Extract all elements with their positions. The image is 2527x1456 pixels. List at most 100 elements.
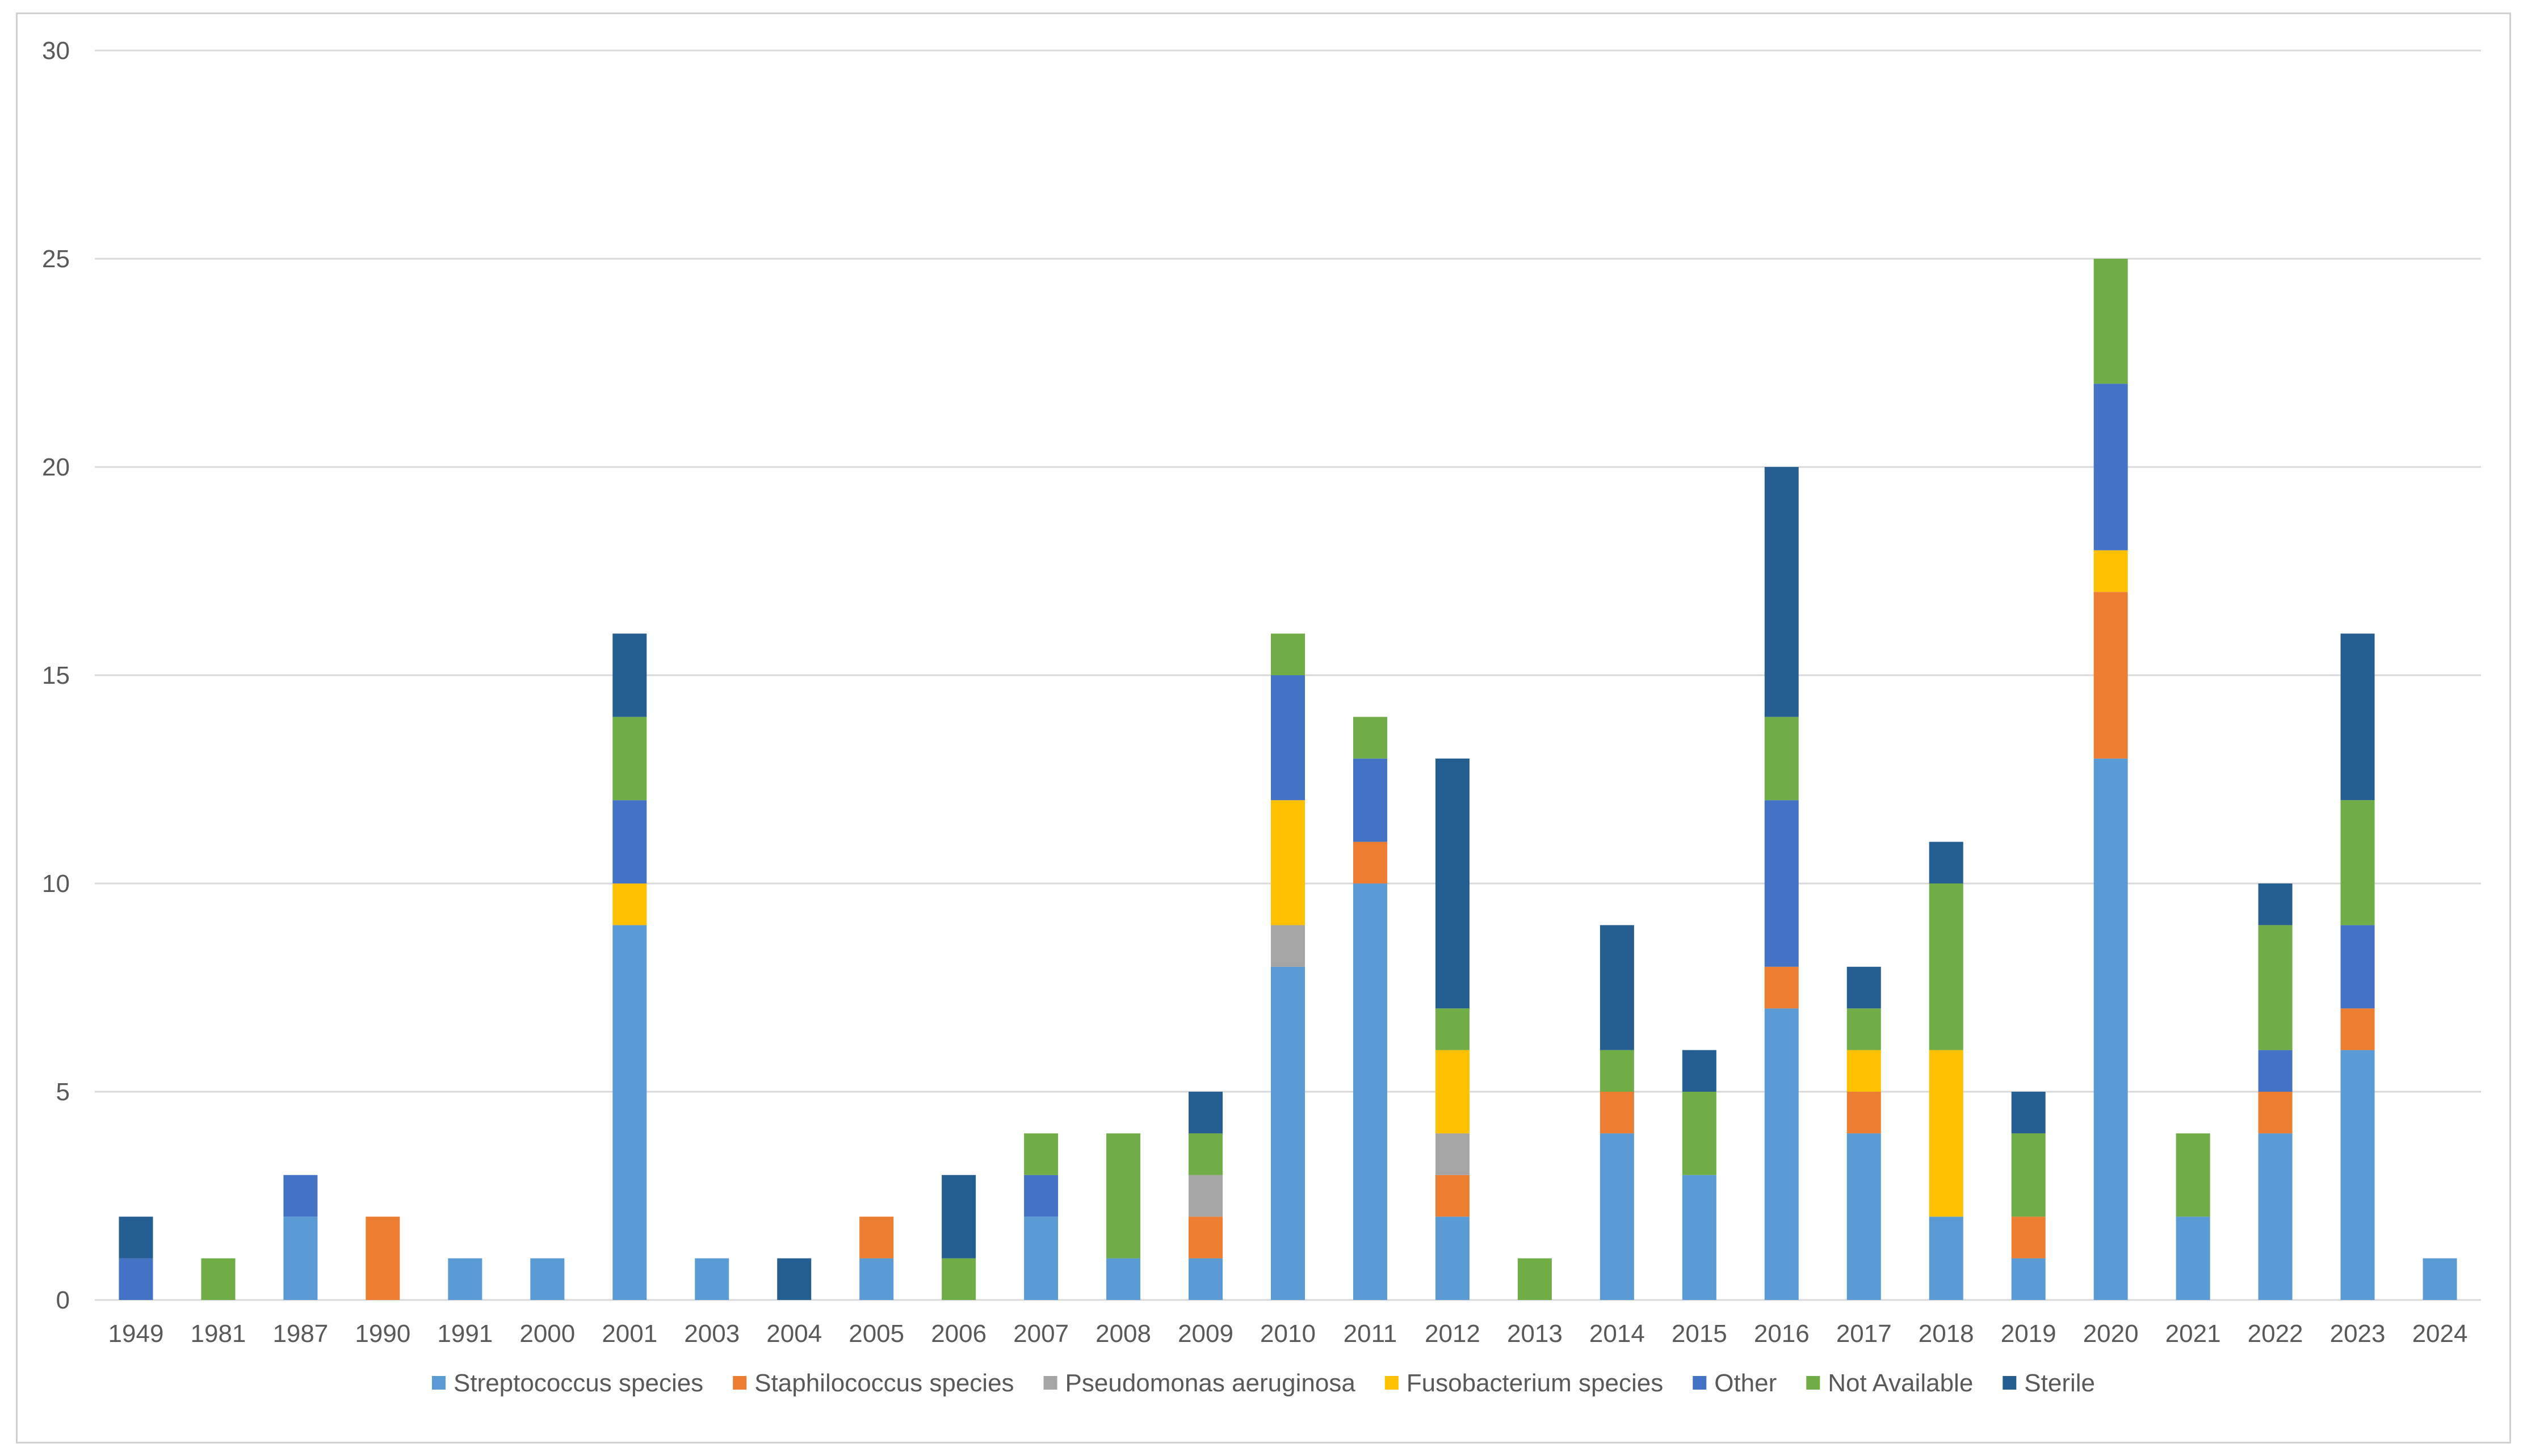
bar-segment xyxy=(1435,1175,1470,1217)
bar-segment xyxy=(1189,1217,1223,1259)
x-tick-label: 1949 xyxy=(108,1320,164,1348)
bar-segment xyxy=(1189,1175,1223,1217)
bar-segment xyxy=(612,800,647,883)
x-tick-label: 2009 xyxy=(1178,1320,1233,1348)
legend-label: Fusobacterium species xyxy=(1407,1369,1663,1397)
bar-segment xyxy=(530,1258,565,1300)
x-tick-label: 2004 xyxy=(766,1320,822,1348)
bar-segment xyxy=(1929,841,1963,883)
bar-segment xyxy=(1435,1008,1470,1050)
bars xyxy=(119,259,2457,1300)
bar-segment xyxy=(1600,925,1634,1050)
x-tick-label: 2001 xyxy=(602,1320,657,1348)
x-tick-label: 1991 xyxy=(437,1320,493,1348)
bar-segment xyxy=(1189,1258,1223,1300)
bar-segment xyxy=(1271,633,1305,675)
y-tick-label: 10 xyxy=(42,870,70,898)
bar-segment xyxy=(2258,925,2293,1050)
bar-segment xyxy=(2423,1258,2457,1300)
bar-segment xyxy=(2093,550,2128,592)
x-tick-label: 2010 xyxy=(1260,1320,1316,1348)
bar-segment xyxy=(2258,883,2293,925)
x-axis-ticks: 1949 1981 1987 1990 1991 2000 2001 2003 2004 2005… xyxy=(108,1320,2468,1348)
x-tick-label: 2018 xyxy=(1919,1320,1974,1348)
bar-segment xyxy=(777,1258,812,1300)
bar-segment xyxy=(1929,883,1963,1050)
legend-label: Pseudomonas aeruginosa xyxy=(1065,1369,1356,1397)
bar-segment xyxy=(1600,1133,1634,1300)
x-tick-label: 2000 xyxy=(519,1320,575,1348)
bar-segment xyxy=(1929,1050,1963,1217)
x-tick-label: 2005 xyxy=(849,1320,904,1348)
bar-segment xyxy=(2340,633,2375,801)
bar-segment xyxy=(1353,717,1387,759)
x-tick-label: 2007 xyxy=(1013,1320,1069,1348)
bar-segment xyxy=(1271,925,1305,967)
legend-swatch xyxy=(431,1376,446,1390)
x-tick-label: 2020 xyxy=(2083,1320,2139,1348)
chart-frame: 0 5 10 15 20 25 30 1949 1981 1987 1990 1991 2000 200… xyxy=(16,12,2511,1444)
bar-segment xyxy=(612,925,647,1300)
x-tick-label: 2003 xyxy=(684,1320,740,1348)
bar-segment xyxy=(1682,1050,1716,1092)
legend-label: Other xyxy=(1714,1369,1777,1397)
bar-segment xyxy=(1764,467,1799,717)
bar-segment xyxy=(1271,675,1305,801)
bar-segment xyxy=(1106,1258,1141,1300)
x-tick-label: 1981 xyxy=(191,1320,246,1348)
bar-segment xyxy=(2340,925,2375,1009)
y-axis-ticks: 0 5 10 15 20 25 30 xyxy=(42,37,70,1314)
bar-segment xyxy=(1764,966,1799,1009)
bar-segment xyxy=(1846,1133,1881,1300)
bar-segment xyxy=(1353,883,1387,1300)
bar-segment xyxy=(859,1258,894,1300)
bar-segment xyxy=(2176,1217,2210,1300)
bar-segment xyxy=(1846,966,1881,1009)
bar-segment xyxy=(1271,966,1305,1300)
bar-segment xyxy=(1517,1258,1552,1300)
bar-segment xyxy=(2176,1133,2210,1217)
bar-segment xyxy=(283,1175,318,1217)
legend-swatch xyxy=(1693,1376,1707,1390)
bar-segment xyxy=(1189,1092,1223,1134)
stacked-bar-chart: 0 5 10 15 20 25 30 1949 1981 1987 1990 1991 2000 200… xyxy=(42,37,2481,1397)
bar-segment xyxy=(1353,758,1387,842)
bar-segment xyxy=(1024,1133,1059,1175)
bar-segment xyxy=(2093,758,2128,1300)
bar-segment xyxy=(2258,1133,2293,1300)
bar-segment xyxy=(1189,1133,1223,1175)
x-tick-label: 2021 xyxy=(2165,1320,2221,1348)
x-tick-label: 1987 xyxy=(272,1320,328,1348)
bar-segment xyxy=(2093,592,2128,759)
bar-segment xyxy=(2011,1217,2046,1259)
bar-segment xyxy=(612,633,647,717)
y-tick-label: 20 xyxy=(42,453,70,481)
x-tick-label: 1990 xyxy=(355,1320,410,1348)
x-tick-label: 2019 xyxy=(2001,1320,2056,1348)
y-tick-label: 0 xyxy=(56,1286,70,1314)
x-tick-label: 2016 xyxy=(1754,1320,1810,1348)
bar-segment xyxy=(1764,717,1799,801)
bar-segment xyxy=(1435,758,1470,1009)
legend-label: Sterile xyxy=(2024,1369,2095,1397)
x-tick-label: 2008 xyxy=(1095,1320,1151,1348)
legend-swatch xyxy=(733,1376,747,1390)
bar-segment xyxy=(1846,1050,1881,1092)
bar-segment xyxy=(1435,1133,1470,1175)
x-tick-label: 2015 xyxy=(1672,1320,1727,1348)
bar-segment xyxy=(366,1217,400,1300)
bar-segment xyxy=(1435,1217,1470,1300)
legend-swatch xyxy=(1384,1376,1399,1390)
x-tick-label: 2024 xyxy=(2412,1320,2468,1348)
bar-segment xyxy=(1764,1008,1799,1300)
x-tick-label: 2012 xyxy=(1425,1320,1480,1348)
bar-segment xyxy=(1682,1092,1716,1175)
bar-segment xyxy=(1435,1050,1470,1134)
bar-segment xyxy=(695,1258,729,1300)
bar-segment xyxy=(1846,1092,1881,1134)
x-tick-label: 2006 xyxy=(931,1320,987,1348)
bar-segment xyxy=(1600,1092,1634,1134)
bar-segment xyxy=(1024,1217,1059,1300)
bar-segment xyxy=(1682,1175,1716,1300)
bar-segment xyxy=(2093,384,2128,550)
